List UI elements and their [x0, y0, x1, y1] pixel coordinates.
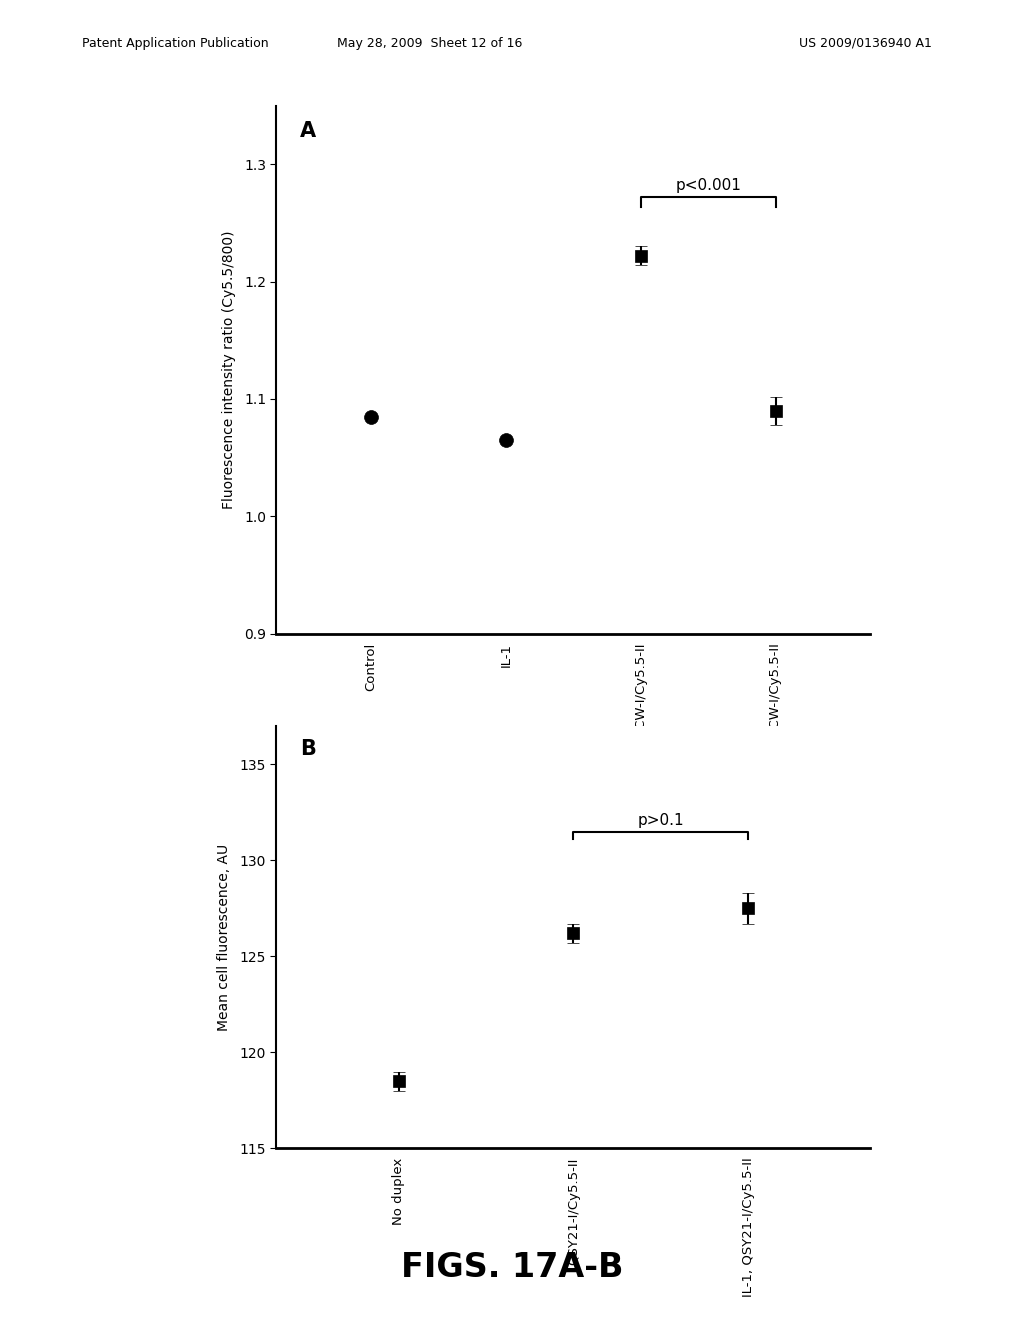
Y-axis label: Mean cell fluorescence, AU: Mean cell fluorescence, AU	[217, 843, 231, 1031]
Text: FIGS. 17A-B: FIGS. 17A-B	[400, 1251, 624, 1283]
Text: B: B	[300, 739, 316, 759]
Text: May 28, 2009  Sheet 12 of 16: May 28, 2009 Sheet 12 of 16	[337, 37, 523, 50]
Text: US 2009/0136940 A1: US 2009/0136940 A1	[799, 37, 932, 50]
Text: p>0.1: p>0.1	[638, 813, 684, 828]
Y-axis label: Fluorescence intensity ratio (Cy5.5/800): Fluorescence intensity ratio (Cy5.5/800)	[221, 231, 236, 508]
Text: Patent Application Publication: Patent Application Publication	[82, 37, 268, 50]
Text: A: A	[300, 121, 316, 141]
Text: p<0.001: p<0.001	[676, 178, 741, 193]
